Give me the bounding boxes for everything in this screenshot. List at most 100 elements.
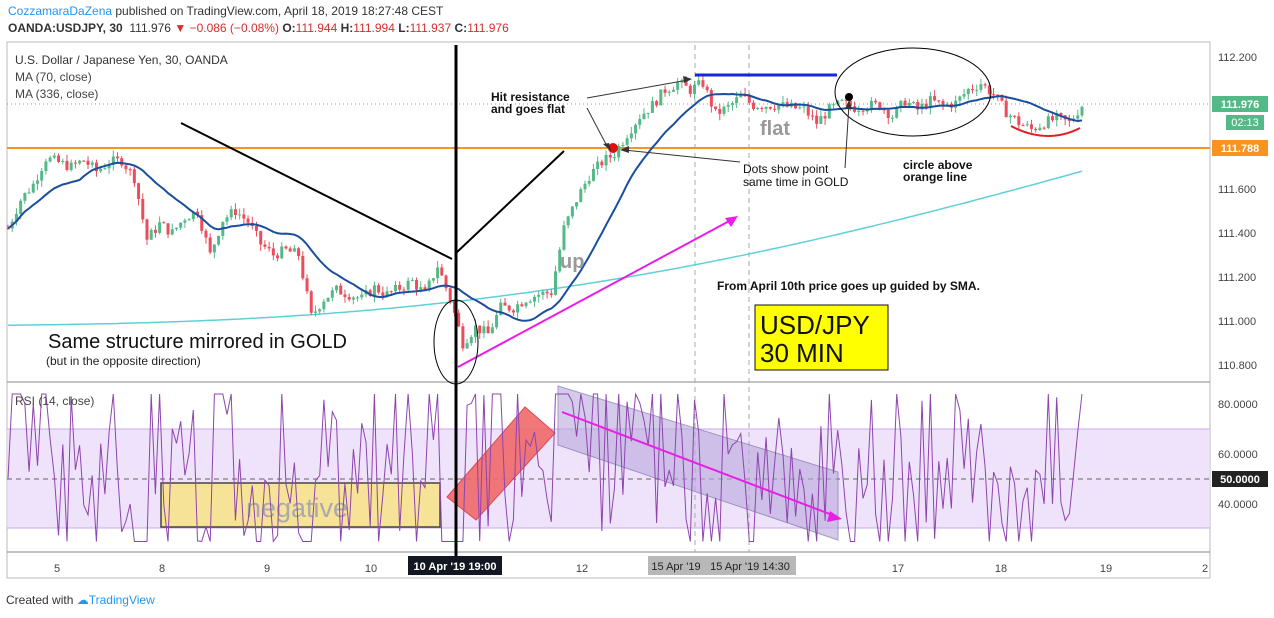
candle-body [511, 310, 515, 313]
candle-body [1042, 127, 1046, 129]
candle-body [191, 211, 195, 220]
chart-frame [6, 41, 1211, 579]
candle-body [697, 80, 701, 85]
candle-body [693, 84, 697, 94]
flat-label: flat [760, 118, 790, 140]
candle-body [99, 168, 103, 172]
callout-dots-2 [844, 103, 850, 169]
red-curve[interactable] [1010, 125, 1081, 137]
publish-info: CozzamaraDaZena published on TradingView… [8, 4, 443, 18]
black-dot[interactable] [845, 93, 853, 101]
mirror-subtext: (but in the opposite direction) [46, 354, 201, 368]
candle-body [141, 198, 145, 220]
candle-body [730, 103, 734, 106]
time-axis[interactable]: 5 8 9 10 12 17 18 19 2 [54, 563, 1208, 575]
rsi-arrow-line[interactable] [561, 411, 836, 517]
legend-pair: U.S. Dollar / Japanese Yen, 30, OANDA [15, 53, 228, 67]
candle-body [116, 156, 120, 159]
candle-body [229, 209, 233, 218]
candle-body [705, 86, 709, 91]
candle-body [495, 314, 499, 328]
candle-body [587, 180, 591, 184]
low-value: 111.937 [409, 21, 452, 35]
up-arrow-head [725, 216, 738, 227]
candle-body [760, 108, 764, 110]
candle-body [751, 102, 755, 110]
candle-body [78, 160, 82, 164]
candle-body [465, 343, 469, 349]
countdown-label: 02:13 [1231, 117, 1259, 129]
candle-body [120, 158, 124, 166]
flat-ellipse[interactable] [834, 47, 992, 137]
countdown-tag [1226, 115, 1264, 130]
candle-body [259, 231, 263, 245]
candle-body [806, 106, 810, 116]
rsi-axis[interactable]: 80.0000 60.0000 40.0000 [1218, 399, 1258, 511]
candle-body [461, 326, 465, 349]
pair-box-line-1: USD/JPY [760, 310, 870, 340]
candle-body [596, 161, 600, 169]
candle-body [924, 103, 928, 109]
candle-body [444, 275, 448, 289]
hit-resistance-text-1: Hit resistance [491, 90, 570, 104]
candle-body [57, 155, 61, 162]
uptrend-line[interactable] [455, 150, 565, 254]
footer-brand[interactable]: TradingView [88, 593, 155, 607]
candle-body [524, 302, 528, 307]
candle-body [360, 294, 364, 298]
candle-body [254, 225, 258, 232]
candle-body [1000, 95, 1004, 101]
candle-body [490, 327, 494, 334]
candle-body [187, 219, 191, 221]
candle-body [671, 89, 675, 92]
hit-resistance-text-2: and goes flat [491, 102, 565, 116]
candle-body [726, 105, 730, 107]
candle-body [162, 222, 166, 224]
sma-note: From April 10th price goes up guided by … [717, 279, 980, 293]
candle-body [200, 215, 204, 231]
candle-body [368, 290, 372, 297]
candle-body [861, 110, 865, 112]
candle-body [377, 285, 381, 293]
candle-body [996, 94, 1000, 96]
candle-body [1038, 127, 1042, 131]
candle-body [393, 284, 397, 292]
candle-body [1017, 116, 1021, 126]
candle-body [436, 267, 440, 279]
price-tick-label: 111.600 [1218, 184, 1256, 196]
time-tick-label: 19 [1100, 563, 1112, 575]
candle-body [890, 117, 894, 119]
candle-body [604, 155, 608, 166]
candle-body [650, 101, 654, 113]
candle-body [773, 108, 777, 110]
close-value: 111.976 [467, 21, 509, 35]
red-channel[interactable] [446, 406, 556, 521]
candle-body [794, 102, 798, 109]
open-label: O: [282, 21, 296, 35]
candle-body [764, 106, 768, 109]
candle-body [916, 102, 920, 110]
candle-body [322, 301, 326, 310]
candle-body [718, 109, 722, 114]
downtrend-line[interactable] [180, 122, 453, 260]
candle-body [575, 202, 579, 207]
candle-body [777, 105, 781, 110]
candle-body [667, 91, 671, 93]
author-link[interactable]: CozzamaraDaZena [8, 4, 113, 18]
candle-body [313, 311, 317, 313]
candle-body [928, 96, 932, 109]
candle-body [440, 267, 444, 276]
candle-body [528, 301, 532, 303]
candle-body [827, 104, 831, 119]
time-tick-label: 18 [995, 563, 1007, 575]
candle-body [389, 291, 393, 293]
candle-body [1046, 116, 1050, 129]
candle-body [941, 100, 945, 105]
time-highlight-1-label: 10 Apr '19 19:00 [414, 561, 497, 573]
negative-box[interactable] [160, 482, 441, 528]
low-ellipse[interactable] [433, 299, 479, 385]
candle-body [848, 100, 852, 107]
up-arrow-line[interactable] [457, 218, 734, 368]
circle-text-2: orange line [903, 170, 967, 184]
